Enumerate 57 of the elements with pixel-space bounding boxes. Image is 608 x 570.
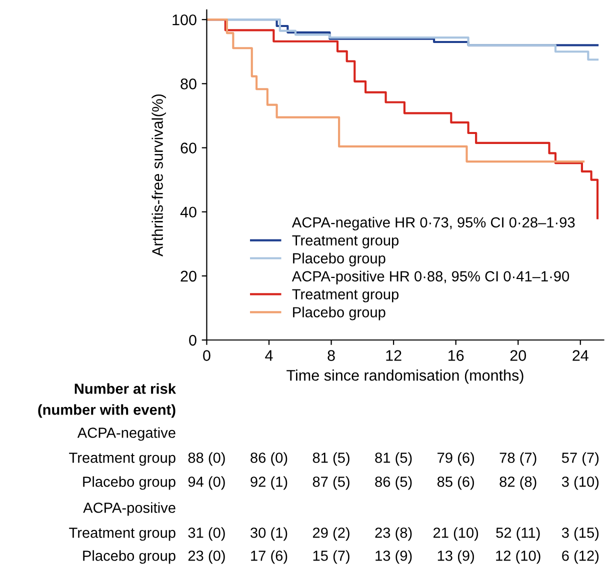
text: 82 (8) xyxy=(500,476,536,490)
text: 15 (7) xyxy=(313,550,350,564)
x-tick-label: 20 xyxy=(510,350,526,361)
text: ACPA-negative xyxy=(77,427,176,441)
text: 94 (0) xyxy=(188,476,225,490)
text: 29 (2) xyxy=(312,527,350,541)
legend-label: Treatment group xyxy=(292,235,399,248)
text: 78 (7) xyxy=(500,452,536,466)
y-axis-title: Arthritis-free survival(%) xyxy=(152,94,166,256)
text: 86 (0) xyxy=(250,452,288,466)
x-tick-label: 8 xyxy=(328,350,335,361)
text: (number with event) xyxy=(38,404,176,418)
y-tick-label: 20 xyxy=(180,270,196,282)
text: 52 (11) xyxy=(496,527,540,541)
text: 57 (7) xyxy=(562,452,599,466)
annotation: ACPA-positive HR 0·88, 95% CI 0·41–1·90 xyxy=(292,270,570,284)
text: 13 (9) xyxy=(438,550,474,564)
text: 23 (8) xyxy=(375,527,412,541)
x-tick-label: 12 xyxy=(386,350,402,361)
y-tick-label: 60 xyxy=(180,142,196,154)
text: 85 (6) xyxy=(437,476,474,490)
text: 3 (10) xyxy=(562,476,599,490)
text: ACPA-positive xyxy=(83,502,176,516)
text: 79 (6) xyxy=(438,452,474,466)
text: Placebo group xyxy=(83,476,176,490)
text: 81 (5) xyxy=(312,452,350,466)
y-tick-label: 40 xyxy=(180,206,196,218)
y-tick-label: 0 xyxy=(189,334,196,346)
x-tick-label: 24 xyxy=(572,350,588,361)
y-tick-label: 80 xyxy=(180,78,196,90)
text: 87 (5) xyxy=(312,476,350,490)
y-tick-label: 100 xyxy=(172,14,196,26)
text: 17 (6) xyxy=(251,550,288,564)
text: Placebo group xyxy=(83,550,176,564)
text: 6 (12) xyxy=(562,550,599,564)
x-tick-label: 0 xyxy=(203,350,210,361)
x-tick-label: 16 xyxy=(448,350,464,361)
legend-label: Placebo group xyxy=(293,306,386,320)
x-axis-title: Time since randomisation (months) xyxy=(286,370,524,384)
text: 12 (10) xyxy=(496,550,540,564)
text: 86 (5) xyxy=(375,476,412,490)
legend-label: Treatment group xyxy=(292,289,399,302)
text: Treatment group xyxy=(69,528,176,541)
text: 92 (1) xyxy=(250,476,288,490)
text: Number at risk xyxy=(74,383,176,394)
text: 31 (0) xyxy=(188,527,225,541)
text: 21 (10) xyxy=(433,527,478,541)
text: 81 (5) xyxy=(375,452,412,466)
text: 13 (9) xyxy=(376,550,412,564)
text: 88 (0) xyxy=(188,452,225,466)
text: 3 (15) xyxy=(562,527,599,541)
text: 23 (0) xyxy=(188,550,225,564)
text: Treatment group xyxy=(69,452,176,466)
text: 30 (1) xyxy=(250,527,288,541)
legend-label: Placebo group xyxy=(293,252,386,266)
x-tick-label: 4 xyxy=(265,350,273,361)
annotation: ACPA-negative HR 0·73, 95% CI 0·28–1·93 xyxy=(292,216,575,230)
